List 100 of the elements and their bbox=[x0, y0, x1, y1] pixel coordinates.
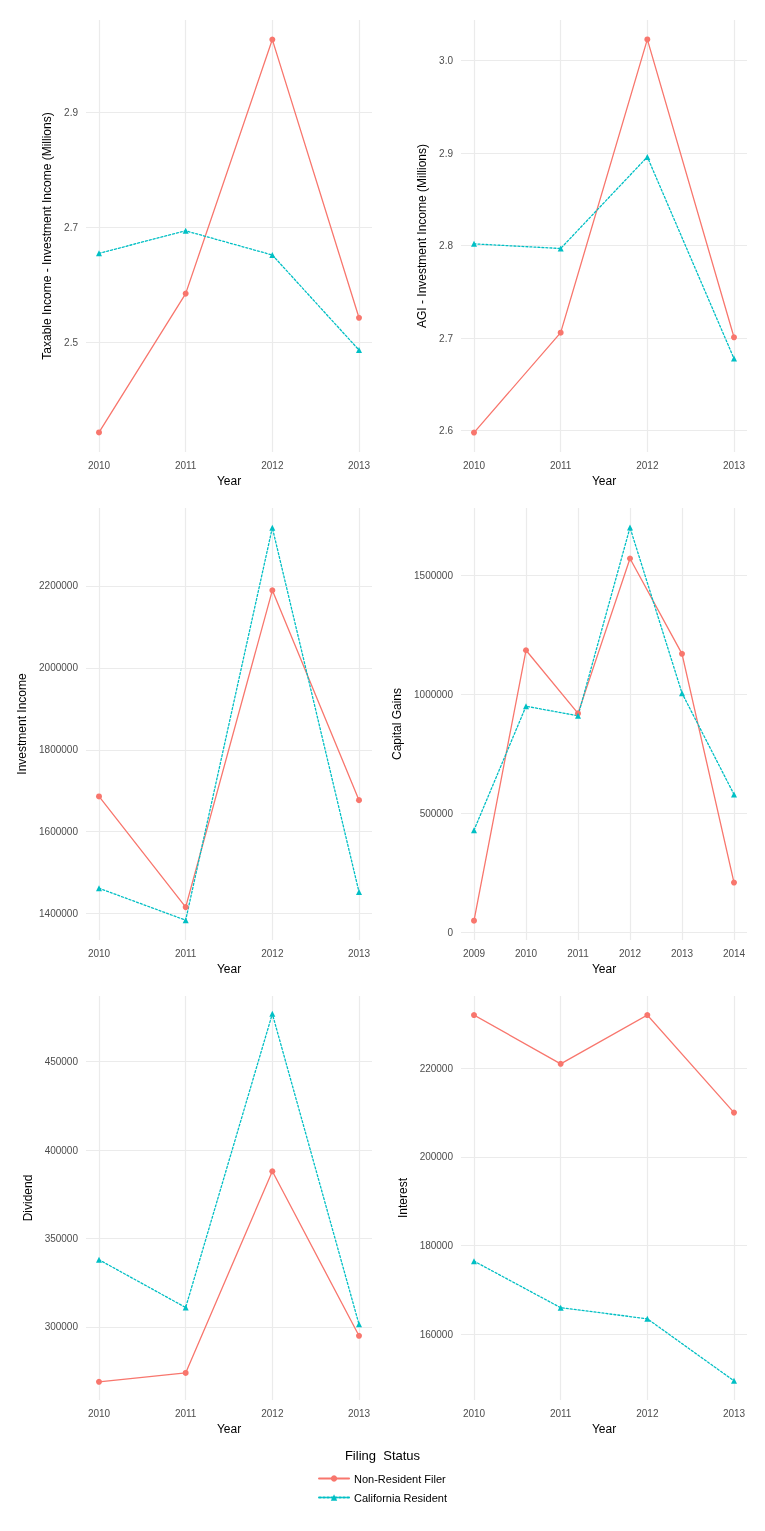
y-tick-label: 220000 bbox=[419, 1062, 454, 1074]
point bbox=[356, 1332, 362, 1339]
point bbox=[96, 885, 102, 892]
y-tick-label: 400000 bbox=[44, 1144, 79, 1156]
x-tick-label: 2010 bbox=[514, 947, 538, 959]
point bbox=[96, 1378, 102, 1385]
point bbox=[679, 650, 685, 657]
y-tick-label: 2.6 bbox=[439, 425, 454, 437]
y-axis-title: AGI - Investment Income (Millions) bbox=[415, 143, 430, 329]
point bbox=[627, 524, 633, 531]
y-tick-label: 2000000 bbox=[39, 662, 79, 674]
y-tick-label: 1000000 bbox=[414, 688, 454, 700]
x-tick-label: 2012 bbox=[261, 947, 284, 959]
point bbox=[269, 524, 276, 531]
point bbox=[557, 1304, 564, 1311]
y-tick-label: 1800000 bbox=[39, 744, 79, 756]
x-tick-label: 2011 bbox=[549, 1407, 572, 1419]
x-tick-label: 2010 bbox=[462, 1407, 486, 1419]
point bbox=[269, 36, 276, 43]
point bbox=[96, 1256, 102, 1263]
point bbox=[182, 290, 189, 297]
point bbox=[644, 153, 651, 160]
point bbox=[96, 429, 102, 436]
y-tick-label: 450000 bbox=[44, 1056, 79, 1068]
y-tick-label: 200000 bbox=[419, 1151, 454, 1163]
x-axis-title: Year bbox=[216, 473, 242, 488]
point bbox=[731, 1377, 737, 1384]
y-tick-label: 0 bbox=[447, 927, 454, 939]
point bbox=[731, 355, 737, 362]
y-tick-label: 160000 bbox=[419, 1328, 454, 1340]
point bbox=[182, 1369, 189, 1376]
y-tick-label: 1500000 bbox=[414, 569, 454, 581]
y-tick-label: 2.5 bbox=[64, 337, 79, 349]
point bbox=[269, 1168, 276, 1175]
x-tick-label: 2011 bbox=[567, 947, 590, 959]
y-tick-label: 180000 bbox=[419, 1240, 454, 1252]
y-axis-title: Investment Income bbox=[15, 672, 30, 775]
point bbox=[356, 888, 362, 895]
x-tick-label: 2011 bbox=[549, 459, 572, 471]
y-tick-label: 2.8 bbox=[439, 240, 454, 252]
x-axis-title: Year bbox=[591, 1421, 617, 1436]
y-axis-title: Dividend bbox=[20, 1174, 35, 1222]
point bbox=[644, 1315, 651, 1322]
x-tick-label: 2010 bbox=[87, 1407, 111, 1419]
x-tick-label: 2013 bbox=[347, 947, 371, 959]
point bbox=[356, 1321, 362, 1328]
x-tick-label: 2011 bbox=[174, 1407, 197, 1419]
x-tick-label: 2012 bbox=[618, 947, 642, 959]
point bbox=[471, 1012, 477, 1019]
y-axis-title: Taxable Income - Investment Income (Millions) bbox=[40, 112, 55, 360]
point bbox=[269, 252, 276, 259]
point bbox=[471, 1258, 477, 1265]
x-tick-label: 2010 bbox=[87, 459, 111, 471]
x-tick-label: 2012 bbox=[636, 459, 659, 471]
x-tick-label: 2013 bbox=[722, 1407, 746, 1419]
y-tick-label: 2.9 bbox=[439, 147, 454, 159]
y-tick-label: 3.0 bbox=[439, 55, 454, 67]
point bbox=[731, 334, 737, 341]
point bbox=[471, 429, 477, 436]
point bbox=[557, 1060, 564, 1067]
y-axis-title: Interest bbox=[395, 1177, 410, 1219]
x-axis-title: Year bbox=[591, 961, 617, 976]
y-tick-label: 1600000 bbox=[39, 826, 79, 838]
point bbox=[731, 791, 737, 798]
x-tick-label: 2012 bbox=[261, 459, 284, 471]
x-tick-label: 2013 bbox=[347, 1407, 371, 1419]
x-axis-title: Year bbox=[216, 961, 242, 976]
point bbox=[731, 1109, 737, 1116]
point bbox=[269, 1010, 276, 1017]
legend-label: California Resident bbox=[354, 1491, 447, 1504]
x-tick-label: 2012 bbox=[261, 1407, 284, 1419]
y-axis-title: Capital Gains bbox=[390, 687, 405, 761]
x-tick-label: 2013 bbox=[347, 459, 371, 471]
x-tick-label: 2014 bbox=[722, 947, 746, 959]
y-tick-label: 500000 bbox=[419, 807, 454, 819]
point bbox=[96, 793, 102, 800]
point bbox=[523, 647, 529, 654]
point bbox=[731, 879, 737, 886]
point bbox=[523, 703, 529, 710]
x-tick-label: 2010 bbox=[462, 459, 486, 471]
point bbox=[471, 240, 477, 247]
point bbox=[471, 827, 477, 834]
x-tick-label: 2010 bbox=[87, 947, 111, 959]
y-tick-label: 350000 bbox=[44, 1233, 79, 1245]
x-axis-title: Year bbox=[216, 1421, 242, 1436]
y-tick-label: 300000 bbox=[44, 1321, 79, 1333]
x-tick-label: 2011 bbox=[174, 947, 197, 959]
y-tick-label: 2.9 bbox=[64, 106, 79, 118]
point bbox=[96, 250, 102, 257]
point bbox=[182, 227, 189, 234]
point bbox=[471, 917, 477, 924]
point bbox=[627, 555, 633, 562]
point bbox=[356, 347, 362, 354]
point bbox=[269, 587, 276, 594]
x-tick-label: 2013 bbox=[670, 947, 694, 959]
x-tick-label: 2009 bbox=[462, 947, 486, 959]
y-tick-label: 1400000 bbox=[39, 908, 79, 920]
x-tick-label: 2012 bbox=[636, 1407, 659, 1419]
point bbox=[356, 314, 362, 321]
x-tick-label: 2013 bbox=[722, 459, 746, 471]
